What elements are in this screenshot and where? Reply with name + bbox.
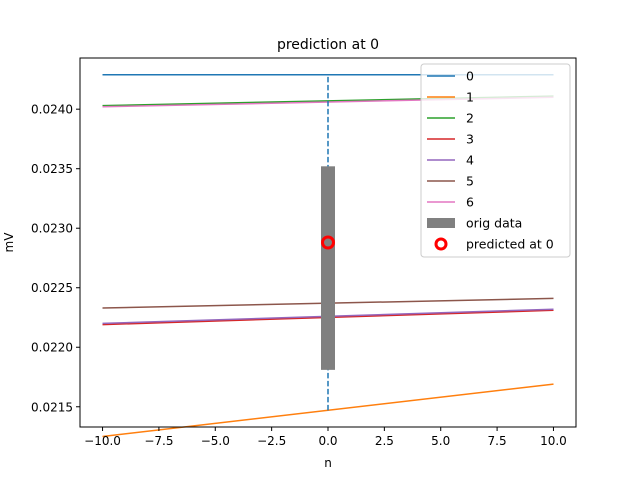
y-tick-label: 0.0220 (31, 341, 73, 355)
y-tick-label: 0.0240 (31, 103, 73, 117)
legend: 0 1 2 3 4 5 6 orig data predicted at 0 (420, 63, 571, 258)
legend-swatch-orig-data (427, 218, 455, 228)
x-axis: −10.0 −7.5 −5.0 −2.5 0.0 2.5 5.0 7.5 10.0 (84, 427, 567, 448)
legend-label: 2 (466, 111, 474, 126)
legend-label: 5 (466, 174, 474, 189)
legend-label: 1 (466, 90, 474, 105)
orig-data-bar (321, 166, 335, 370)
legend-label: 0 (466, 69, 474, 84)
x-tick-label: 0.0 (318, 434, 337, 448)
predicted-marker (321, 235, 335, 250)
x-tick-label: −7.5 (144, 434, 173, 448)
x-tick-label: 5.0 (431, 434, 450, 448)
x-tick-label: 2.5 (375, 434, 394, 448)
x-tick-label: −2.5 (257, 434, 286, 448)
x-tick-label: −5.0 (201, 434, 230, 448)
y-axis: 0.0215 0.0220 0.0225 0.0230 0.0235 0.0240 (31, 103, 80, 414)
y-tick-label: 0.0215 (31, 400, 73, 414)
chart-title: prediction at 0 (277, 37, 379, 53)
y-axis-label: mV (2, 232, 16, 253)
legend-label: 4 (466, 153, 474, 168)
x-axis-label: n (324, 456, 332, 470)
legend-label: predicted at 0 (466, 237, 554, 252)
legend-label: 3 (466, 132, 474, 147)
legend-swatch-predicted (434, 237, 448, 251)
x-tick-label: −10.0 (84, 434, 121, 448)
legend-box (420, 63, 571, 258)
y-tick-label: 0.0225 (31, 281, 73, 295)
y-tick-label: 0.0230 (31, 222, 73, 236)
x-tick-label: 10.0 (540, 434, 567, 448)
legend-label: 6 (466, 195, 474, 210)
y-tick-label: 0.0235 (31, 162, 73, 176)
legend-label: orig data (466, 216, 522, 231)
plot-area (102, 73, 554, 438)
plot-frame (79, 57, 577, 428)
x-tick-label: 7.5 (488, 434, 507, 448)
